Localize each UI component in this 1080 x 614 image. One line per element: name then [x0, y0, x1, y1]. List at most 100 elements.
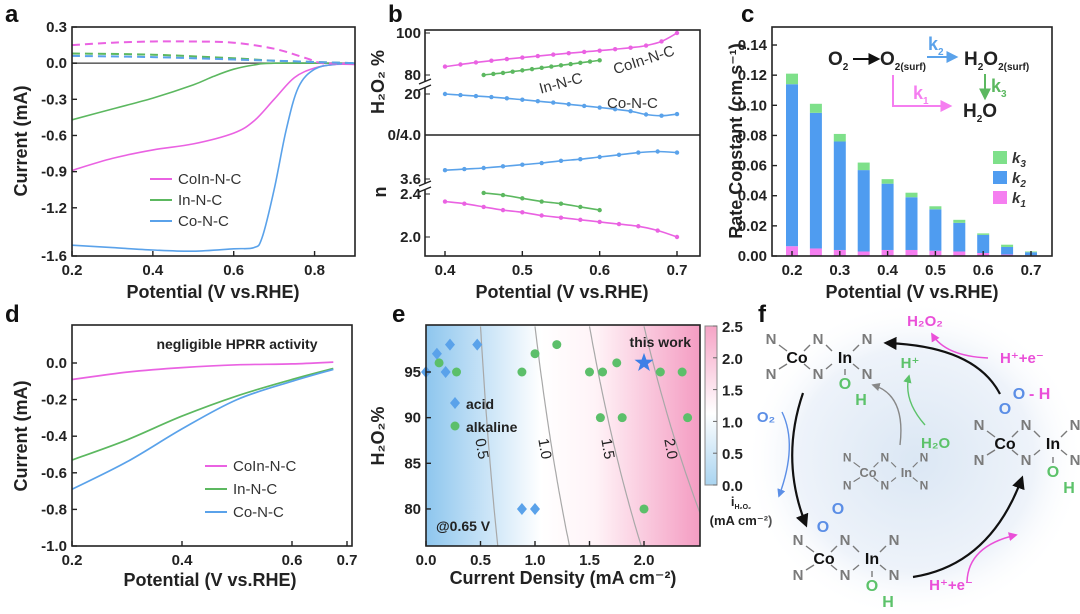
- data-point: [582, 103, 587, 109]
- alkaline-marker: [683, 413, 693, 423]
- acid-marker: [431, 347, 442, 360]
- legend-label-acid: acid: [466, 396, 494, 412]
- data-point: [643, 43, 649, 48]
- series-line-co-n-c: [444, 93, 678, 117]
- bar-k1: [857, 251, 870, 256]
- bond: [879, 545, 887, 553]
- plot-frame: [71, 26, 356, 257]
- bar-k3: [809, 103, 822, 113]
- data-point: [462, 201, 467, 206]
- bond: [1060, 449, 1068, 456]
- scheme-k2: k2: [928, 34, 944, 58]
- bond: [852, 564, 860, 571]
- bond: [853, 461, 861, 468]
- legend-sub: 1: [1020, 199, 1026, 210]
- x-tick-label: 2.0: [634, 552, 655, 569]
- y-tick-label: 80: [404, 501, 421, 518]
- oxygen-atom: O: [1013, 386, 1025, 403]
- y-tick-label: 0.02: [738, 218, 767, 235]
- bar-k2: [929, 209, 942, 251]
- oxygen-atom: O: [832, 501, 844, 518]
- y-tick-label: -0.2: [41, 392, 67, 409]
- b-ylabel-n: n: [370, 187, 390, 198]
- cycle-arrow-icon: [791, 392, 809, 528]
- data-point: [535, 98, 540, 104]
- nitrogen-atom: N: [920, 451, 929, 465]
- data-point: [674, 30, 680, 36]
- y-tick-label: 0.08: [738, 127, 767, 144]
- bar-k3: [953, 219, 966, 223]
- c-xlabel: Potential (V vs.RHE): [825, 282, 998, 302]
- data-point: [566, 50, 571, 56]
- data-point: [473, 93, 479, 99]
- data-point: [458, 92, 463, 98]
- bond: [852, 363, 860, 370]
- nitrogen-atom: N: [880, 451, 889, 465]
- legend-label: CoIn-N-C: [233, 458, 297, 475]
- bond: [830, 564, 838, 571]
- a-xlabel: Potential (V vs.RHE): [126, 282, 299, 302]
- panel-letter-c: c: [741, 1, 754, 28]
- bond: [852, 545, 860, 553]
- nitrogen-atom: N: [843, 479, 852, 493]
- c-ylabel: Rate Constant (cm s⁻¹): [726, 43, 746, 239]
- scheme-sub: 3: [1001, 89, 1007, 100]
- contour-line: [479, 326, 499, 546]
- label-proton-electron-bottom: H⁺+e⁻: [929, 577, 973, 594]
- data-point: [597, 58, 602, 63]
- data-point: [612, 46, 618, 52]
- bar-k2: [809, 112, 822, 249]
- label-proton-electron-top: H⁺+e⁻: [1000, 350, 1044, 367]
- data-point: [520, 162, 525, 167]
- y-tick-label: 100: [396, 25, 421, 42]
- data-point: [504, 96, 510, 101]
- panel-letter-f: f: [758, 301, 767, 328]
- data-point: [597, 207, 602, 213]
- y-tick-label: 0.12: [738, 67, 767, 84]
- colorbar-tick-label: 2.5: [722, 319, 743, 336]
- legend-swatch: [993, 151, 1007, 164]
- bond: [890, 462, 897, 468]
- bond: [1033, 430, 1041, 438]
- annotation-this-work: this work: [630, 334, 692, 350]
- legend-label: k1: [1012, 190, 1026, 210]
- data-point: [489, 94, 494, 100]
- colorbar-tick-label: 2.0: [722, 351, 743, 368]
- data-point: [597, 219, 602, 225]
- y-tick-label: 0.3: [46, 19, 67, 36]
- bar-k3: [905, 192, 918, 198]
- nitrogen-atom: N: [880, 479, 889, 493]
- alkaline-marker: [639, 504, 649, 514]
- this-work-star-icon: [634, 352, 654, 371]
- ooh-hydrogen: - H: [1029, 386, 1050, 403]
- contour-line: [643, 326, 700, 515]
- y-tick-label: -0.4: [41, 428, 68, 445]
- contour-label: 2.0: [660, 437, 680, 460]
- data-point: [520, 210, 525, 215]
- alkaline-marker: [517, 367, 527, 377]
- contour-line: [588, 326, 642, 546]
- data-point: [612, 106, 618, 112]
- bond: [986, 430, 996, 438]
- complex-center: N N NN N NCo In: [843, 451, 928, 493]
- bar-k3: [977, 233, 990, 235]
- cobalt-atom: Co: [813, 551, 835, 568]
- nitrogen-atom: N: [843, 451, 852, 465]
- cycle-arrow-icon: [883, 336, 1001, 395]
- scheme-main: k: [928, 34, 939, 54]
- data-point: [578, 60, 583, 66]
- legend-label: Co-N-C: [178, 213, 229, 230]
- data-point: [551, 52, 556, 57]
- panel-letter-b: b: [388, 1, 403, 28]
- legend-acid-icon: [450, 397, 460, 409]
- y-tick-label: 0.00: [738, 248, 767, 265]
- plot-frame: [424, 29, 701, 257]
- legend-label-alkaline: alkaline: [466, 419, 518, 435]
- series-line-coin-n-c: [444, 32, 678, 68]
- colorbar-label-sub: H₂O₂: [734, 504, 751, 511]
- x-tick-label: 0.4: [435, 262, 457, 279]
- nitrogen-atom: N: [813, 366, 824, 383]
- data-point: [597, 154, 602, 160]
- x-tick-label: 0.5: [925, 262, 946, 279]
- x-tick-label: 1.0: [525, 552, 546, 569]
